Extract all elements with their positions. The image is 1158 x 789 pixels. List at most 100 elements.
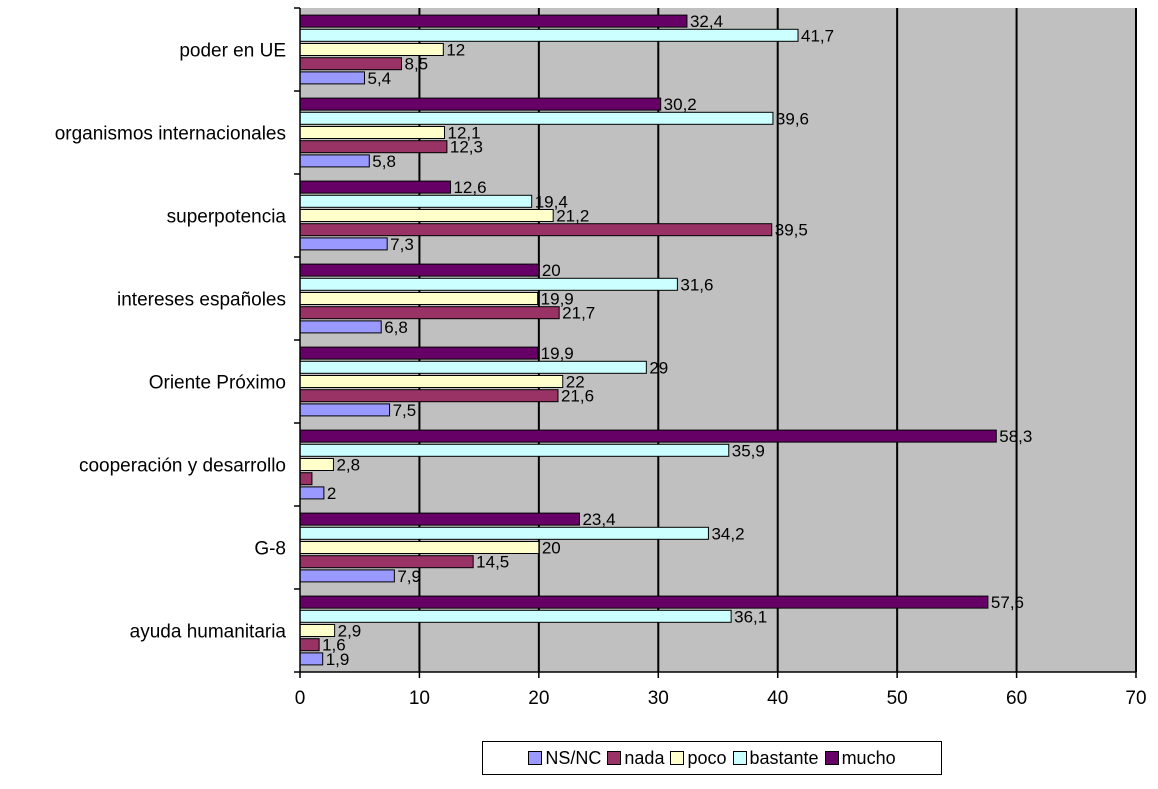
data-label: 29: [649, 358, 668, 377]
data-label: 58,3: [999, 427, 1032, 446]
bar: [299, 609, 732, 623]
bar: [299, 375, 564, 388]
data-label: 21,7: [562, 304, 595, 323]
legend-item: nada: [607, 748, 664, 769]
bar: [299, 306, 560, 320]
bar: [299, 472, 313, 486]
x-tick-label: 60: [1006, 688, 1027, 709]
bar: [299, 429, 997, 443]
data-label: 12,6: [453, 178, 486, 197]
data-label: 2,9: [338, 622, 362, 641]
data-label: 2,8: [336, 456, 360, 475]
category-label: poder en UE: [179, 41, 286, 62]
data-label: 12,1: [448, 124, 481, 143]
bar: [299, 43, 444, 56]
data-label: 7,3: [390, 235, 414, 254]
bar: [299, 652, 324, 666]
bar: [299, 595, 989, 609]
data-label: 19,9: [541, 344, 574, 363]
legend: NS/NC nada poco bastante mucho: [482, 741, 942, 775]
data-label: 2: [327, 484, 336, 503]
legend-swatch: [732, 751, 747, 765]
data-label: 1,9: [326, 650, 350, 669]
legend-swatch: [824, 751, 839, 765]
x-tick-label: 40: [767, 688, 788, 709]
bar: [299, 71, 365, 85]
bar: [299, 126, 446, 139]
bar: [299, 194, 533, 208]
x-tick-label: 30: [648, 688, 669, 709]
bar: [299, 555, 474, 569]
legend-label: NS/NC: [545, 747, 602, 768]
data-label: 8,5: [405, 55, 429, 74]
data-label: 12: [446, 41, 465, 60]
bar: [299, 154, 370, 168]
data-label: 31,6: [680, 275, 713, 294]
data-label: 35,9: [732, 441, 765, 460]
legend-swatch: [607, 751, 622, 765]
legend-item: poco: [670, 747, 727, 769]
x-tick-label: 70: [1125, 688, 1146, 709]
bar: [299, 111, 774, 125]
legend-label: mucho: [841, 747, 896, 768]
data-label: 12,3: [450, 138, 483, 157]
data-label: 19,9: [541, 290, 574, 309]
data-label: 20: [542, 261, 561, 280]
bar: [299, 292, 539, 305]
bar: [299, 57, 403, 71]
category-label: Oriente Próximo: [149, 373, 286, 394]
category-label: ayuda humanitaria: [130, 622, 287, 643]
bar: [299, 541, 540, 554]
data-label: 14,5: [476, 553, 509, 572]
legend-swatch: [528, 751, 543, 765]
x-tick-label: 10: [409, 688, 430, 709]
bar: [299, 28, 799, 42]
data-label: 32,4: [690, 12, 723, 31]
data-label: 39,5: [775, 221, 808, 240]
data-label: 6,8: [384, 318, 408, 337]
data-label: 41,7: [801, 26, 834, 45]
bar: [299, 360, 647, 374]
legend-swatch: [670, 751, 685, 765]
bar: [299, 403, 391, 417]
bar: [299, 180, 451, 194]
bar: [299, 526, 709, 540]
legend-label: poco: [687, 747, 727, 768]
bar: [299, 443, 730, 457]
data-label: 39,6: [776, 109, 809, 128]
legend-item: mucho: [824, 747, 896, 769]
data-label: 34,2: [711, 524, 744, 543]
bar: [299, 263, 540, 277]
bar: [299, 638, 320, 652]
x-tick-label: 0: [295, 688, 306, 709]
data-label: 7,9: [397, 567, 421, 586]
legend-item: NS/NC: [528, 748, 601, 769]
data-label: 21,6: [561, 387, 594, 406]
bar: [299, 346, 539, 360]
bar: [299, 458, 334, 471]
bar: [299, 624, 336, 637]
bar: [299, 14, 688, 28]
data-label: 1,6: [322, 636, 346, 655]
data-label: 5,4: [367, 69, 391, 88]
category-label: superpotencia: [167, 207, 287, 228]
data-label: 5,8: [372, 152, 396, 171]
legend-label: nada: [624, 747, 665, 768]
bar: [299, 209, 554, 222]
data-label: 23,4: [582, 510, 615, 529]
bar: [299, 277, 678, 291]
data-label: 30,2: [664, 95, 697, 114]
bar: [299, 140, 448, 154]
legend-label: bastante: [749, 747, 819, 768]
category-label: organismos internacionales: [55, 124, 286, 145]
bar: [299, 223, 773, 237]
x-tick-label: 50: [887, 688, 908, 709]
data-label: 20: [542, 539, 561, 558]
data-label: 19,4: [535, 192, 568, 211]
data-label: 57,6: [991, 593, 1024, 612]
bar: [299, 320, 382, 334]
x-tick-label: 20: [528, 688, 549, 709]
bar: [299, 512, 580, 526]
